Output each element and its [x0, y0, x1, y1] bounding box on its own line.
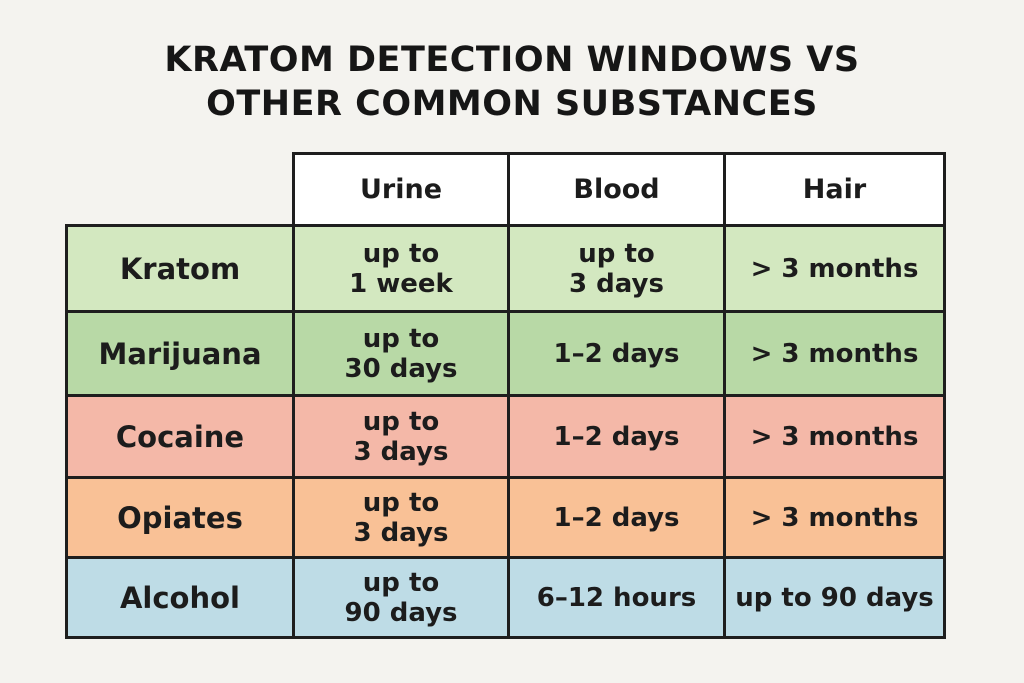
- column-header-urine: Urine: [292, 152, 510, 227]
- column-header-hair: Hair: [723, 152, 946, 227]
- cell-text-line: 6–12 hours: [536, 582, 697, 613]
- cell-text-line: up to: [362, 323, 440, 354]
- cell-text-line: 3 days: [353, 436, 449, 467]
- table-row: Alcohol up to 90 days 6–12 hours up to 90 da…: [65, 556, 946, 639]
- title-line-2: OTHER COMMON SUBSTANCES: [206, 84, 818, 124]
- cell-text-line: > 3 months: [750, 338, 919, 369]
- chart-title: KRATOM DETECTION WINDOWS VS OTHER COMMON…: [0, 38, 1024, 126]
- cell-text-line: 1–2 days: [553, 421, 680, 452]
- table-cell: > 3 months: [723, 476, 946, 559]
- cell-text-line: 90 days: [344, 597, 458, 628]
- table-cell: up to 90 days: [723, 556, 946, 639]
- cell-text-line: up to: [362, 238, 440, 269]
- cell-text-line: 3 days: [353, 517, 449, 548]
- cell-text-line: up to 90 days: [735, 582, 934, 613]
- cell-text-line: > 3 months: [750, 502, 919, 533]
- table-row: Cocaine up to 3 days 1–2 days > 3 months: [65, 394, 946, 479]
- table-cell: up to 3 days: [292, 394, 510, 479]
- table-cell: up to 1 week: [292, 224, 510, 313]
- cell-text-line: up to: [578, 238, 655, 269]
- table-cell: > 3 months: [723, 394, 946, 479]
- table-row: Opiates up to 3 days 1–2 days > 3 months: [65, 476, 946, 559]
- table-cell: > 3 months: [723, 310, 946, 397]
- cell-text-line: > 3 months: [750, 421, 919, 452]
- cell-text-line: > 3 months: [750, 253, 919, 284]
- row-label: Opiates: [65, 476, 295, 559]
- header-row: Urine Blood Hair: [66, 152, 946, 227]
- table-cell: up to 3 days: [292, 476, 510, 559]
- table-row: Kratom up to 1 week up to 3 days > 3 months: [65, 224, 946, 313]
- table-cell: 6–12 hours: [507, 556, 726, 639]
- cell-text-line: 1 week: [349, 268, 453, 299]
- table-cell: > 3 months: [723, 224, 946, 313]
- cell-text-line: 1–2 days: [553, 338, 680, 369]
- corner-cell: [66, 153, 295, 227]
- table-cell: up to 90 days: [292, 556, 510, 639]
- cell-text-line: up to: [362, 406, 440, 437]
- table-cell: up to 3 days: [507, 224, 726, 313]
- title-line-1: KRATOM DETECTION WINDOWS VS: [164, 40, 860, 80]
- cell-text-line: 30 days: [344, 353, 458, 384]
- row-label: Marijuana: [65, 310, 295, 397]
- cell-text-line: 1–2 days: [553, 502, 680, 533]
- table-cell: 1–2 days: [507, 394, 726, 479]
- table-cell: 1–2 days: [507, 310, 726, 397]
- cell-text-line: up to: [362, 567, 440, 598]
- row-label: Alcohol: [65, 556, 295, 639]
- table-row: Marijuana up to 30 days 1–2 days > 3 months: [65, 310, 946, 397]
- row-label: Cocaine: [65, 394, 295, 479]
- cell-text-line: 3 days: [569, 268, 664, 299]
- detection-table: Urine Blood Hair Kratom up to 1 week up to 3…: [65, 152, 946, 639]
- table-cell: 1–2 days: [507, 476, 726, 559]
- row-label: Kratom: [65, 224, 295, 313]
- table-cell: up to 30 days: [292, 310, 510, 397]
- column-header-blood: Blood: [507, 152, 726, 227]
- cell-text-line: up to: [362, 487, 440, 518]
